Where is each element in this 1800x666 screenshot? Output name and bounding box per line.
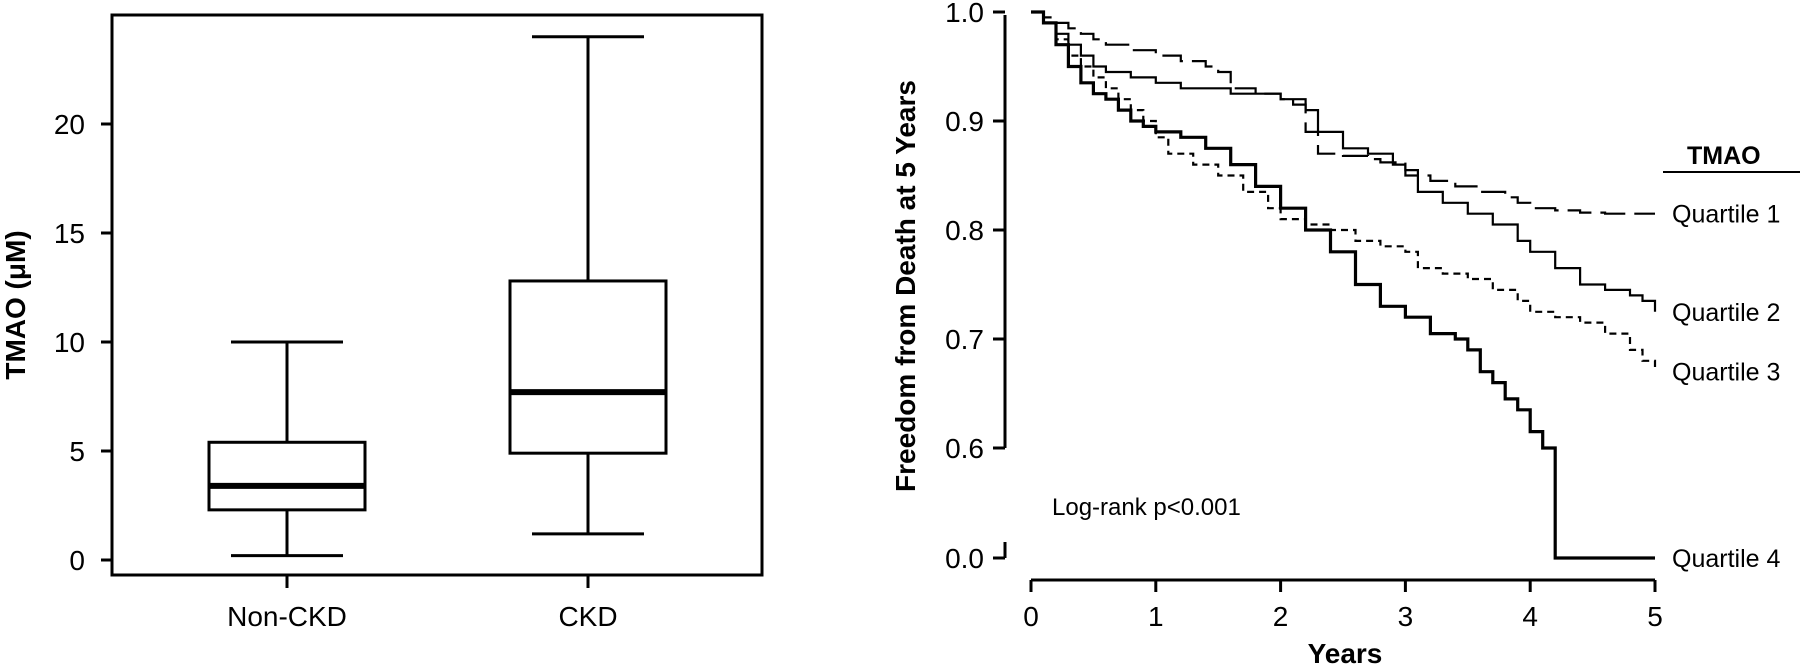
box-y-tick-label: 20: [54, 109, 85, 140]
survival-y-axis-title: Freedom from Death at 5 Years: [890, 80, 921, 492]
km-y-tick-label: 0.9: [945, 106, 984, 137]
box-y-tick-label: 5: [69, 436, 85, 467]
log-rank-annotation: Log-rank p<0.001: [1052, 494, 1241, 521]
km-y-tick-label: 0.6: [945, 433, 984, 464]
km-y-tick-label: 1.0: [945, 0, 984, 28]
km-y-tick-label: 0.8: [945, 215, 984, 246]
box-iqr: [207, 440, 367, 512]
km-series-label: Quartile 3: [1672, 359, 1780, 387]
box-ckd: [508, 35, 668, 536]
km-curve-quartile-2: [1031, 10, 1657, 312]
box-iqr: [508, 279, 668, 455]
legend-title: TMAO: [1687, 142, 1761, 170]
box-plot-y-axis-title: TMAO (μM): [0, 230, 31, 379]
box-y-tick-label: 10: [54, 327, 85, 358]
km-curve-quartile-3: [1031, 10, 1657, 372]
box-plot-panel: TMAO (μM) 0 5 10 15 20 Non-CKD CKD: [0, 13, 764, 632]
km-y-tick-label: 0.7: [945, 324, 984, 355]
survival-y-ticks: 0.0 0.6 0.7 0.8 0.9 1.0: [945, 0, 1005, 574]
km-x-tick-label: 0: [1023, 601, 1039, 632]
km-series-label: Quartile 1: [1672, 201, 1780, 229]
km-x-tick-label: 3: [1398, 601, 1414, 632]
km-y-tick-label: 0.0: [945, 543, 984, 574]
survival-x-ticks: 0 1 2 3 4 5: [1023, 580, 1663, 632]
box-plot-x-ticks: Non-CKD CKD: [227, 575, 618, 632]
box-plot-boxes: [207, 35, 668, 558]
survival-curves: [1031, 10, 1657, 560]
km-x-tick-label: 2: [1273, 601, 1289, 632]
box-x-tick-label: CKD: [558, 601, 617, 632]
survival-plot-panel: Freedom from Death at 5 Years Years 0.00…: [890, 0, 1800, 666]
box-y-tick-label: 0: [69, 545, 85, 576]
box-plot-frame: [110, 13, 764, 577]
box-non-ckd: [207, 340, 367, 558]
box-y-tick-label: 15: [54, 218, 85, 249]
km-series-label: Quartile 2: [1672, 299, 1780, 327]
survival-legend: Quartile 1 Quartile 2 Quartile 3 Quartile 4: [1672, 201, 1780, 573]
km-x-tick-label: 4: [1522, 601, 1538, 632]
survival-x-axis-title: Years: [1308, 638, 1383, 666]
km-curve-quartile-4: [1031, 10, 1655, 560]
km-series-label: Quartile 4: [1672, 545, 1780, 573]
km-x-tick-label: 5: [1647, 601, 1663, 632]
km-curve-quartile-1: [1031, 10, 1655, 215]
box-plot-y-ticks: 0 5 10 15 20: [54, 109, 112, 576]
km-x-tick-label: 1: [1148, 601, 1164, 632]
box-x-tick-label: Non-CKD: [227, 601, 347, 632]
